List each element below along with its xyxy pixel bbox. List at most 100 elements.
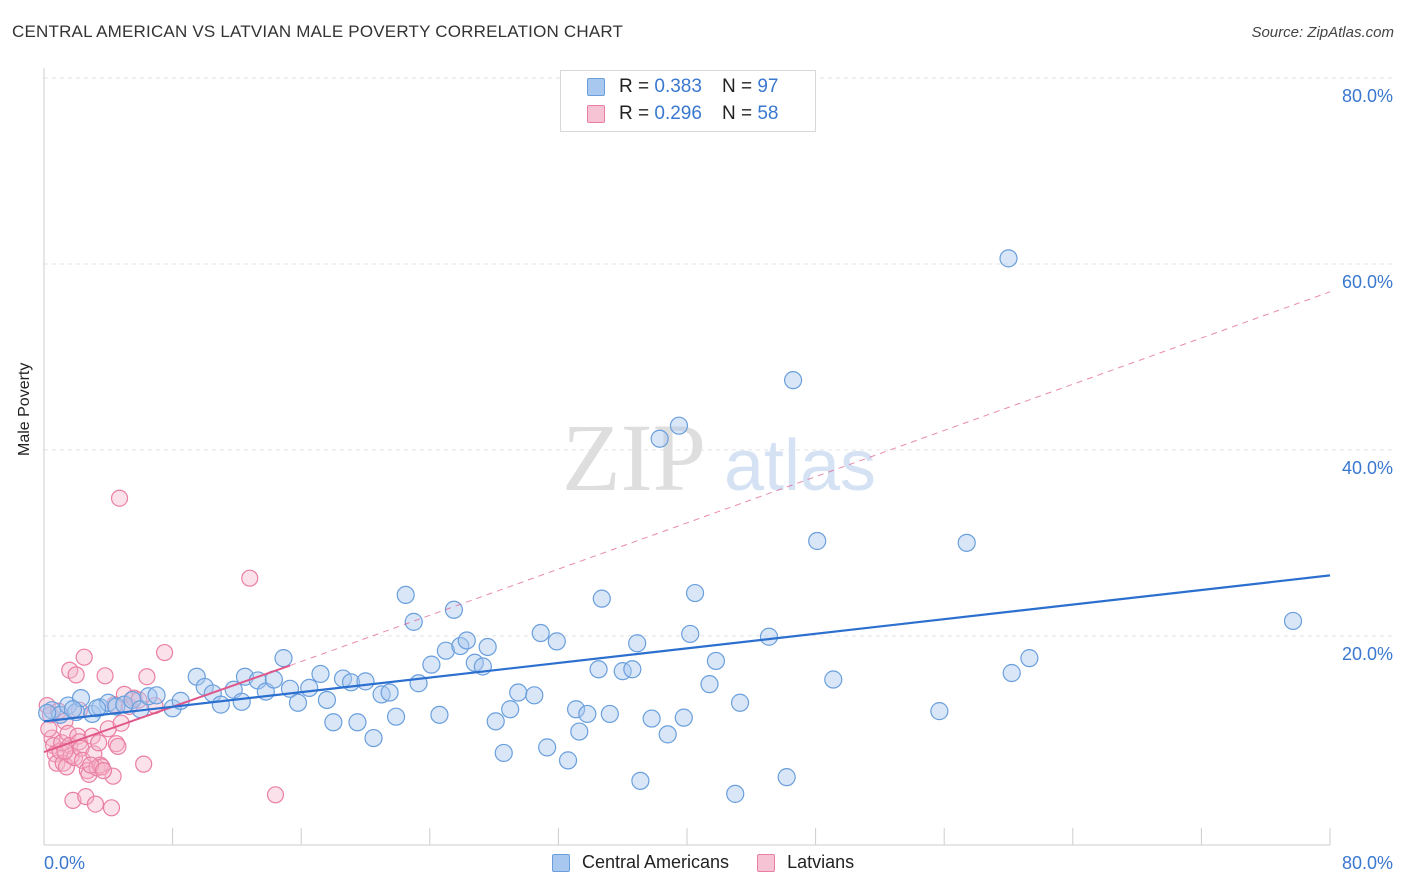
chart-title: CENTRAL AMERICAN VS LATVIAN MALE POVERTY… xyxy=(12,22,624,41)
latvian-point xyxy=(67,666,85,684)
latvian-point xyxy=(94,762,113,780)
legend-n-value: 97 xyxy=(757,76,779,97)
latvian-point xyxy=(64,791,82,809)
latvian-point xyxy=(75,648,93,666)
legend-n-label: N = xyxy=(721,76,753,97)
central-american-point xyxy=(494,743,513,763)
central-american-point xyxy=(669,416,689,435)
central-american-point xyxy=(930,702,949,721)
central-american-point xyxy=(706,651,726,671)
y-tick-label: 40.0% xyxy=(1342,458,1393,478)
central-american-point xyxy=(422,655,441,674)
watermark-atlas: atlas xyxy=(724,426,876,506)
y-tick-label: 60.0% xyxy=(1342,272,1393,292)
latvian-point xyxy=(96,667,114,685)
latvian-point xyxy=(86,795,105,813)
legend-box: R = 0.383 N = 97 R = 0.296 N = 58 xyxy=(560,70,816,132)
bottom-legend-latvians: Latvians xyxy=(757,852,854,873)
central-american-point xyxy=(300,678,319,697)
legend-n-label: N = xyxy=(721,103,753,124)
bottom-legend-label: Latvians xyxy=(787,852,855,872)
central-american-point xyxy=(430,705,449,724)
central-american-point xyxy=(404,612,423,631)
central-american-point xyxy=(808,531,827,551)
central-american-point xyxy=(38,703,57,723)
central-american-point xyxy=(650,429,669,448)
legend-swatch-pink xyxy=(587,105,605,123)
central-american-point xyxy=(525,686,544,705)
central-american-point xyxy=(478,637,497,657)
legend-row-central-americans: R = 0.383 N = 97 xyxy=(587,76,778,98)
central-american-point xyxy=(592,589,611,608)
x-tick-label: 80.0% xyxy=(1342,853,1393,873)
bottom-legend: Central Americans Latvians xyxy=(552,852,882,873)
latvian-point xyxy=(155,643,174,662)
legend-swatch-blue xyxy=(587,78,605,96)
central-american-point xyxy=(288,693,308,712)
central-american-point xyxy=(232,692,251,711)
y-tick-label: 20.0% xyxy=(1342,644,1393,664)
latvians-points xyxy=(38,489,285,817)
latvian-point xyxy=(83,727,101,745)
latvian-point xyxy=(138,668,156,686)
y-tick-label: 80.0% xyxy=(1342,86,1393,106)
central-american-point xyxy=(311,664,330,684)
central-american-point xyxy=(685,583,705,603)
legend-row-latvians: R = 0.296 N = 58 xyxy=(587,103,778,125)
latvian-point xyxy=(241,569,259,587)
central-american-point xyxy=(578,704,597,724)
central-american-point xyxy=(1283,611,1303,631)
central-american-point xyxy=(87,699,107,718)
latvian-point xyxy=(82,756,100,774)
central-american-point xyxy=(726,784,745,803)
latvian-point xyxy=(107,735,125,753)
legend-r-value: 0.296 xyxy=(654,103,702,124)
bottom-legend-label: Central Americans xyxy=(582,852,730,872)
central-american-point xyxy=(628,634,647,653)
central-american-point xyxy=(681,624,700,644)
bottom-legend-swatch-pink xyxy=(757,853,776,872)
central-americans-points xyxy=(38,249,1303,803)
central-american-point xyxy=(486,712,505,731)
central-american-point xyxy=(700,675,719,694)
latvian-point xyxy=(135,755,153,773)
gridlines xyxy=(44,77,1392,637)
central-american-point xyxy=(211,695,230,714)
central-american-point xyxy=(348,713,367,732)
central-american-point xyxy=(658,725,677,744)
central-american-point xyxy=(824,670,843,689)
x-tick-label: 0.0% xyxy=(44,853,85,873)
central-american-point xyxy=(674,708,693,727)
latvians-trend-line xyxy=(43,664,291,753)
central-american-point xyxy=(783,371,803,390)
central-american-point xyxy=(566,700,586,719)
latvian-point xyxy=(109,737,127,756)
latvian-point xyxy=(40,720,58,738)
central-american-point xyxy=(147,686,166,705)
central-american-point xyxy=(547,632,566,651)
central-american-point xyxy=(274,649,293,668)
central-american-point xyxy=(324,713,343,732)
central-american-point xyxy=(777,768,796,787)
central-american-point xyxy=(1002,663,1021,683)
central-american-point xyxy=(63,700,83,719)
central-american-point xyxy=(436,641,455,660)
central-american-point xyxy=(570,722,589,741)
axes xyxy=(43,68,1331,846)
central-american-point xyxy=(558,751,578,770)
central-american-point xyxy=(1020,649,1039,668)
tick-labels: 20.0% 40.0% 60.0% 80.0% 0.0% 80.0% xyxy=(44,86,1393,873)
legend-n-value: 58 xyxy=(757,103,779,124)
trend-lines xyxy=(43,291,1331,753)
latvian-point xyxy=(266,786,285,804)
central-american-point xyxy=(396,585,415,605)
central-american-point xyxy=(444,600,464,619)
central-american-point xyxy=(600,704,619,724)
latvian-point xyxy=(102,799,121,817)
central-american-point xyxy=(957,533,976,552)
latvian-point xyxy=(104,767,122,785)
central-american-point xyxy=(730,693,750,712)
central-american-point xyxy=(457,631,476,650)
watermark-zip: ZIP xyxy=(562,404,706,511)
